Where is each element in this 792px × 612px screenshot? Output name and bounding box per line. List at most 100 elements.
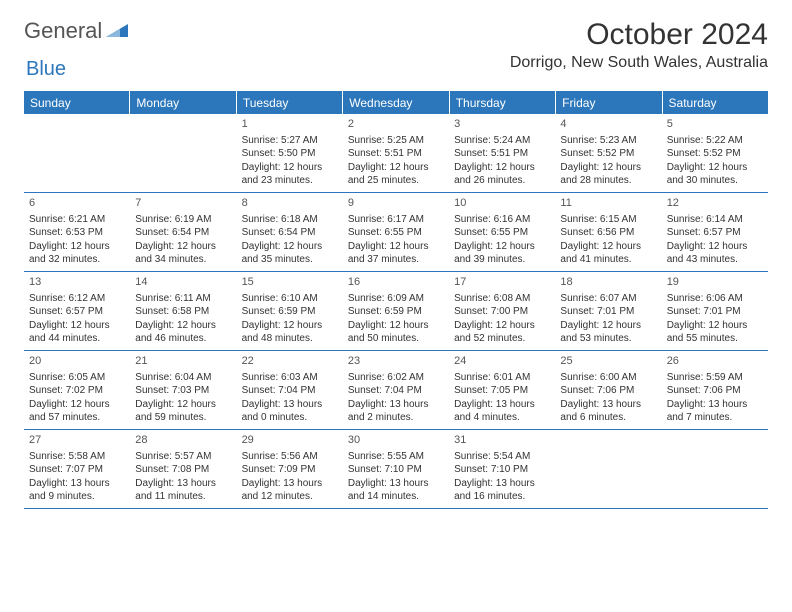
sunrise-text: Sunrise: 5:55 AM	[348, 450, 444, 464]
day-cell: 7Sunrise: 6:19 AMSunset: 6:54 PMDaylight…	[130, 193, 236, 271]
day-header: Thursday	[450, 91, 556, 114]
day-number: 19	[667, 275, 763, 290]
sunrise-text: Sunrise: 5:54 AM	[454, 450, 550, 464]
sunrise-text: Sunrise: 6:18 AM	[242, 213, 338, 227]
sunrise-text: Sunrise: 6:15 AM	[560, 213, 656, 227]
sunset-text: Sunset: 6:56 PM	[560, 226, 656, 240]
sunrise-text: Sunrise: 6:11 AM	[135, 292, 231, 306]
day-cell	[662, 430, 768, 508]
day-cell: 2Sunrise: 5:25 AMSunset: 5:51 PMDaylight…	[343, 114, 449, 192]
logo-text-1: General	[24, 18, 102, 44]
day-number: 21	[135, 354, 231, 369]
sunset-text: Sunset: 7:01 PM	[560, 305, 656, 319]
day-cell: 18Sunrise: 6:07 AMSunset: 7:01 PMDayligh…	[555, 272, 661, 350]
sunset-text: Sunset: 6:58 PM	[135, 305, 231, 319]
daylight-text: Daylight: 13 hours and 12 minutes.	[242, 477, 338, 504]
day-cell	[555, 430, 661, 508]
sunset-text: Sunset: 7:10 PM	[348, 463, 444, 477]
day-header: Tuesday	[237, 91, 343, 114]
day-cell: 9Sunrise: 6:17 AMSunset: 6:55 PMDaylight…	[343, 193, 449, 271]
sunset-text: Sunset: 5:51 PM	[454, 147, 550, 161]
daylight-text: Daylight: 12 hours and 52 minutes.	[454, 319, 550, 346]
daylight-text: Daylight: 12 hours and 39 minutes.	[454, 240, 550, 267]
day-number: 26	[667, 354, 763, 369]
sunset-text: Sunset: 7:01 PM	[667, 305, 763, 319]
day-header: Monday	[130, 91, 236, 114]
daylight-text: Daylight: 13 hours and 16 minutes.	[454, 477, 550, 504]
day-number: 10	[454, 196, 550, 211]
sunrise-text: Sunrise: 5:57 AM	[135, 450, 231, 464]
sunset-text: Sunset: 5:51 PM	[348, 147, 444, 161]
week-row: 20 Sunrise: 6:05 AMSunset: 7:02 PM Dayligh…	[24, 351, 768, 430]
day-cell: 5Sunrise: 5:22 AMSunset: 5:52 PMDaylight…	[662, 114, 768, 192]
sunrise-text: Sunrise: 6:03 AM	[242, 371, 338, 385]
daylight-text: Daylight: 12 hours and 41 minutes.	[560, 240, 656, 267]
sunset-text: Sunset: 6:54 PM	[135, 226, 231, 240]
daylight-text: Daylight: 12 hours and 43 minutes.	[667, 240, 763, 267]
day-cell: 3Sunrise: 5:24 AMSunset: 5:51 PMDaylight…	[449, 114, 555, 192]
day-cell: 15Sunrise: 6:10 AMSunset: 6:59 PMDayligh…	[237, 272, 343, 350]
day-cell: 20Sunrise: 6:05 AMSunset: 7:02 PMDayligh…	[24, 351, 130, 429]
sunrise-text: Sunrise: 6:07 AM	[560, 292, 656, 306]
week-row: 13Sunrise: 6:12 AMSunset: 6:57 PMDayligh…	[24, 272, 768, 351]
sunset-text: Sunset: 7:10 PM	[454, 463, 550, 477]
sunrise-text: Sunrise: 6:19 AM	[135, 213, 231, 227]
day-cell: 14Sunrise: 6:11 AMSunset: 6:58 PMDayligh…	[130, 272, 236, 350]
sunset-text: Sunset: 6:59 PM	[242, 305, 338, 319]
daylight-text: Daylight: 12 hours and 34 minutes.	[135, 240, 231, 267]
daylight-text: Daylight: 13 hours and 2 minutes.	[348, 398, 444, 425]
day-cell: 24Sunrise: 6:01 AMSunset: 7:05 PMDayligh…	[449, 351, 555, 429]
sunrise-text: Sunrise: 6:02 AM	[348, 371, 444, 385]
day-number: 20	[29, 354, 125, 369]
day-cell: 8Sunrise: 6:18 AMSunset: 6:54 PMDaylight…	[237, 193, 343, 271]
sunrise-text: Sunrise: 5:56 AM	[242, 450, 338, 464]
day-cell	[24, 114, 130, 192]
day-number: 28	[135, 433, 231, 448]
day-cell: 21Sunrise: 6:04 AMSunset: 7:03 PMDayligh…	[130, 351, 236, 429]
daylight-text: Daylight: 12 hours and 48 minutes.	[242, 319, 338, 346]
calendar-grid: SundayMondayTuesdayWednesdayThursdayFrid…	[24, 91, 768, 509]
sunrise-text: Sunrise: 6:00 AM	[560, 371, 656, 385]
day-cell: 31Sunrise: 5:54 AMSunset: 7:10 PMDayligh…	[449, 430, 555, 508]
daylight-text: Daylight: 12 hours and 28 minutes.	[560, 161, 656, 188]
day-number: 1	[242, 117, 338, 132]
sunrise-text: Sunrise: 5:22 AM	[667, 134, 763, 148]
day-number: 11	[560, 196, 656, 211]
day-number: 27	[29, 433, 125, 448]
daylight-text: Daylight: 12 hours and 32 minutes.	[29, 240, 125, 267]
sunset-text: Sunset: 5:52 PM	[560, 147, 656, 161]
sunrise-text: Sunrise: 5:58 AM	[29, 450, 125, 464]
week-row: 27Sunrise: 5:58 AMSunset: 7:07 PMDayligh…	[24, 430, 768, 509]
sunrise-text: Sunrise: 6:12 AM	[29, 292, 125, 306]
daylight-text: Daylight: 12 hours and 55 minutes.	[667, 319, 763, 346]
week-row: 6Sunrise: 6:21 AMSunset: 6:53 PMDaylight…	[24, 193, 768, 272]
day-header: Wednesday	[343, 91, 449, 114]
day-cell: 17Sunrise: 6:08 AMSunset: 7:00 PMDayligh…	[449, 272, 555, 350]
day-header: Sunday	[24, 91, 130, 114]
daylight-text: Daylight: 12 hours and 50 minutes.	[348, 319, 444, 346]
day-header: Saturday	[663, 91, 768, 114]
day-cell: 1Sunrise: 5:27 AMSunset: 5:50 PMDaylight…	[237, 114, 343, 192]
daylight-text: Daylight: 13 hours and 4 minutes.	[454, 398, 550, 425]
sunset-text: Sunset: 7:02 PM	[29, 384, 125, 398]
day-number: 16	[348, 275, 444, 290]
daylight-text: Daylight: 12 hours and 25 minutes.	[348, 161, 444, 188]
sunrise-text: Sunrise: 6:16 AM	[454, 213, 550, 227]
day-cell	[130, 114, 236, 192]
title-block: October 2024 Dorrigo, New South Wales, A…	[510, 18, 768, 72]
sunset-text: Sunset: 6:55 PM	[348, 226, 444, 240]
sunrise-text: Sunrise: 6:06 AM	[667, 292, 763, 306]
day-number: 6	[29, 196, 125, 211]
day-number: 14	[135, 275, 231, 290]
sunset-text: Sunset: 7:06 PM	[667, 384, 763, 398]
daylight-text: Daylight: 13 hours and 7 minutes.	[667, 398, 763, 425]
sunrise-text: Sunrise: 6:05 AM	[29, 371, 125, 385]
day-number: 29	[242, 433, 338, 448]
sunset-text: Sunset: 5:50 PM	[242, 147, 338, 161]
sunset-text: Sunset: 6:59 PM	[348, 305, 444, 319]
daylight-text: Daylight: 12 hours and 30 minutes.	[667, 161, 763, 188]
sunset-text: Sunset: 7:09 PM	[242, 463, 338, 477]
sunrise-text: Sunrise: 6:14 AM	[667, 213, 763, 227]
sunset-text: Sunset: 7:08 PM	[135, 463, 231, 477]
logo: General	[24, 18, 132, 44]
